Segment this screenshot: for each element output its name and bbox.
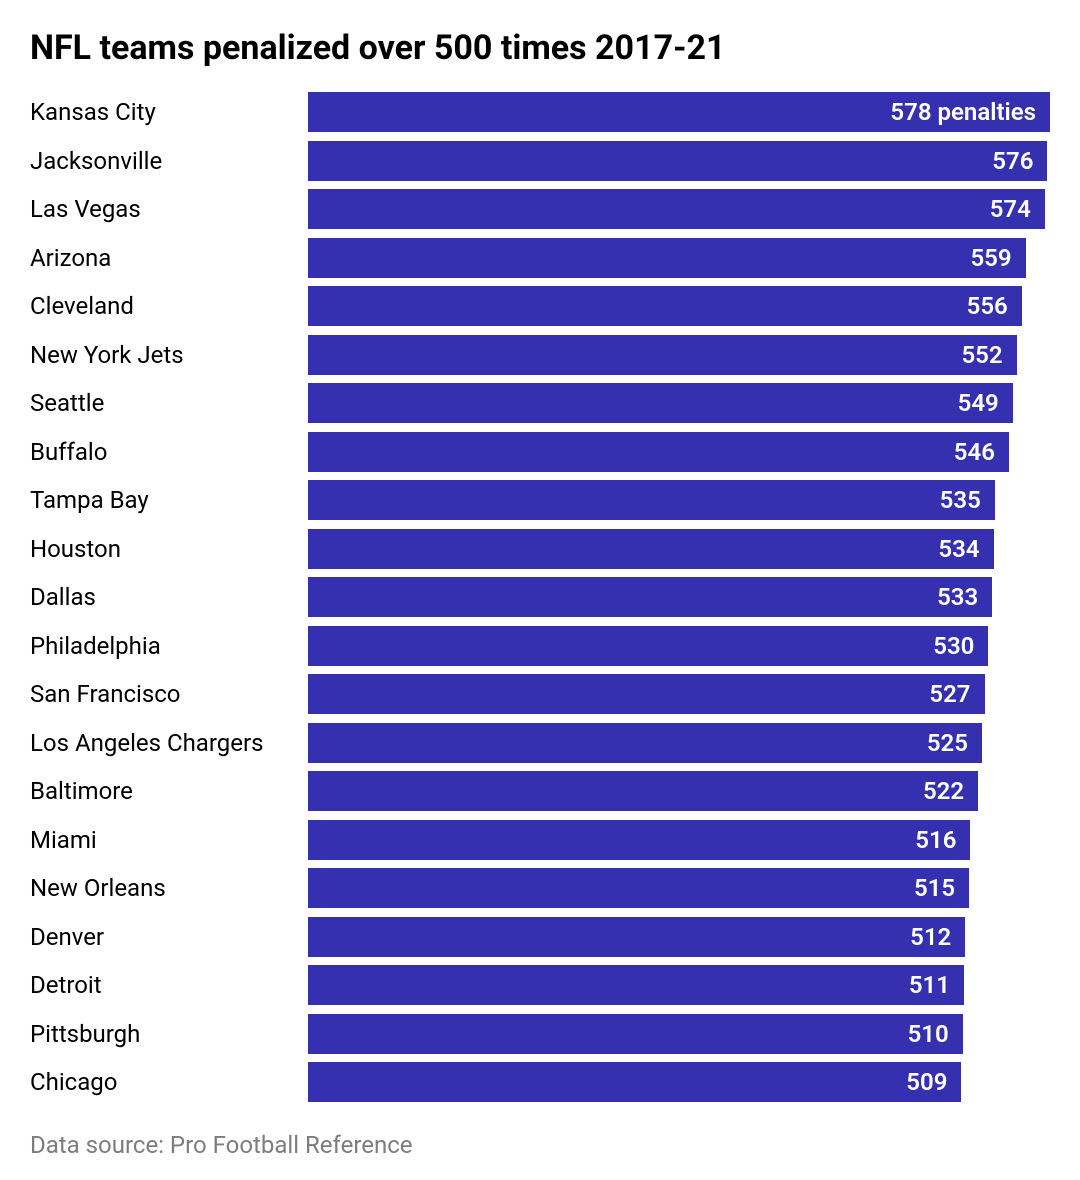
bar-track: 556 <box>308 286 1050 326</box>
bar-track: 552 <box>308 335 1050 375</box>
bar-label: Chicago <box>30 1068 308 1096</box>
bar-chart: Kansas City578 penaltiesJacksonville576L… <box>30 88 1050 1107</box>
bar-row: Pittsburgh510 <box>30 1010 1050 1059</box>
bar: 530 <box>308 626 988 666</box>
bar-label: Arizona <box>30 244 308 272</box>
bar-row: Seattle549 <box>30 379 1050 428</box>
bar: 522 <box>308 771 978 811</box>
bar-label: Seattle <box>30 389 308 417</box>
bar-track: 576 <box>308 141 1050 181</box>
bar-track: 511 <box>308 965 1050 1005</box>
bar-row: Las Vegas574 <box>30 185 1050 234</box>
bar-label: New Orleans <box>30 874 308 902</box>
bar-track: 510 <box>308 1014 1050 1054</box>
bar-track: 516 <box>308 820 1050 860</box>
bar-row: Dallas533 <box>30 573 1050 622</box>
bar: 509 <box>308 1062 961 1102</box>
bar-track: 525 <box>308 723 1050 763</box>
bar: 574 <box>308 189 1045 229</box>
bar-label: San Francisco <box>30 680 308 708</box>
bar-label: Philadelphia <box>30 632 308 660</box>
data-source: Data source: Pro Football Reference <box>30 1131 1050 1159</box>
bar-track: 546 <box>308 432 1050 472</box>
bar: 527 <box>308 674 985 714</box>
bar-track: 530 <box>308 626 1050 666</box>
bar-row: Philadelphia530 <box>30 622 1050 671</box>
bar: 525 <box>308 723 982 763</box>
bar-row: New Orleans515 <box>30 864 1050 913</box>
bar: 534 <box>308 529 994 569</box>
bar: 516 <box>308 820 970 860</box>
bar-label: Kansas City <box>30 98 308 126</box>
bar: 510 <box>308 1014 963 1054</box>
bar-label: Buffalo <box>30 438 308 466</box>
bar-row: Detroit511 <box>30 961 1050 1010</box>
bar-label: Tampa Bay <box>30 486 308 514</box>
bar: 559 <box>308 238 1026 278</box>
bar-row: Tampa Bay535 <box>30 476 1050 525</box>
bar-label: Dallas <box>30 583 308 611</box>
bar-track: 527 <box>308 674 1050 714</box>
bar-label: Jacksonville <box>30 147 308 175</box>
bar-label: Houston <box>30 535 308 563</box>
bar-row: Baltimore522 <box>30 767 1050 816</box>
bar-track: 549 <box>308 383 1050 423</box>
bar-row: Miami516 <box>30 816 1050 865</box>
bar-track: 533 <box>308 577 1050 617</box>
bar-track: 534 <box>308 529 1050 569</box>
bar-track: 574 <box>308 189 1050 229</box>
bar: 576 <box>308 141 1047 181</box>
bar-label: Denver <box>30 923 308 951</box>
bar-track: 535 <box>308 480 1050 520</box>
bar-label: Baltimore <box>30 777 308 805</box>
bar-label: Cleveland <box>30 292 308 320</box>
bar-row: Denver512 <box>30 913 1050 962</box>
bar-label: Las Vegas <box>30 195 308 223</box>
bar: 533 <box>308 577 992 617</box>
bar: 546 <box>308 432 1009 472</box>
bar-label: New York Jets <box>30 341 308 369</box>
bar: 578 penalties <box>308 92 1050 132</box>
bar-label: Pittsburgh <box>30 1020 308 1048</box>
bar-label: Detroit <box>30 971 308 999</box>
chart-title: NFL teams penalized over 500 times 2017-… <box>30 28 1050 68</box>
bar: 552 <box>308 335 1017 375</box>
bar-row: Houston534 <box>30 525 1050 574</box>
bar: 535 <box>308 480 995 520</box>
bar-track: 512 <box>308 917 1050 957</box>
bar-row: Chicago509 <box>30 1058 1050 1107</box>
bar-row: Kansas City578 penalties <box>30 88 1050 137</box>
bar: 511 <box>308 965 964 1005</box>
bar-row: Los Angeles Chargers525 <box>30 719 1050 768</box>
bar-track: 578 penalties <box>308 92 1050 132</box>
bar-track: 559 <box>308 238 1050 278</box>
bar-row: Cleveland556 <box>30 282 1050 331</box>
bar-label: Miami <box>30 826 308 854</box>
bar-track: 522 <box>308 771 1050 811</box>
bar-row: Jacksonville576 <box>30 137 1050 186</box>
bar-label: Los Angeles Chargers <box>30 729 308 757</box>
bar-row: Buffalo546 <box>30 428 1050 477</box>
bar-row: Arizona559 <box>30 234 1050 283</box>
bar: 512 <box>308 917 965 957</box>
bar-track: 509 <box>308 1062 1050 1102</box>
bar: 549 <box>308 383 1013 423</box>
bar-row: New York Jets552 <box>30 331 1050 380</box>
bar: 556 <box>308 286 1022 326</box>
bar-row: San Francisco527 <box>30 670 1050 719</box>
bar-track: 515 <box>308 868 1050 908</box>
bar: 515 <box>308 868 969 908</box>
